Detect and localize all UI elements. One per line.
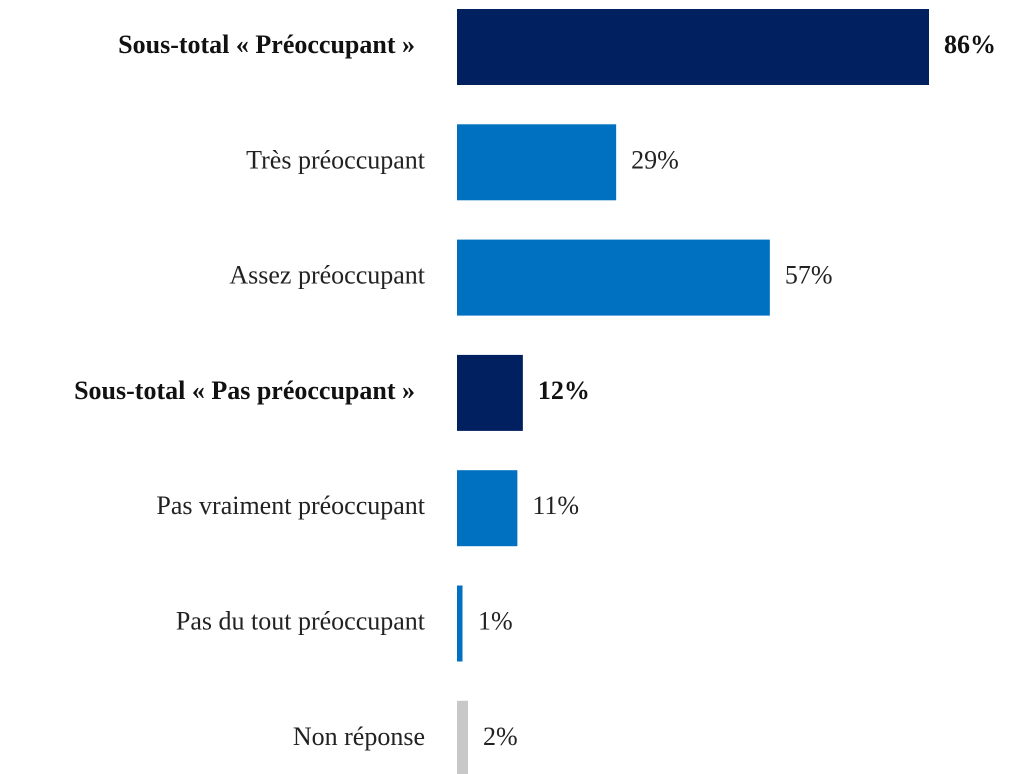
value-label: 12% bbox=[538, 376, 590, 405]
bar bbox=[457, 354, 523, 431]
bar bbox=[457, 124, 617, 201]
bar bbox=[457, 9, 929, 85]
value-label: 11% bbox=[532, 491, 579, 520]
bar bbox=[457, 585, 463, 662]
bar bbox=[457, 239, 770, 316]
category-label: Pas vraiment préoccupant bbox=[156, 491, 425, 520]
category-label: Pas du tout préoccupant bbox=[176, 606, 426, 635]
category-label: Très préoccupant bbox=[246, 145, 426, 174]
value-label: 86% bbox=[944, 30, 996, 59]
bar bbox=[457, 700, 468, 774]
value-label: 57% bbox=[785, 261, 833, 290]
category-label: Sous-total « Préoccupant » bbox=[118, 30, 415, 59]
category-label: Sous-total « Pas préoccupant » bbox=[74, 376, 415, 405]
category-label: Non réponse bbox=[293, 722, 425, 751]
category-label: Assez préoccupant bbox=[229, 261, 425, 290]
bar bbox=[457, 470, 518, 547]
value-label: 1% bbox=[478, 606, 513, 635]
value-label: 2% bbox=[483, 722, 518, 751]
value-label: 29% bbox=[631, 145, 679, 174]
